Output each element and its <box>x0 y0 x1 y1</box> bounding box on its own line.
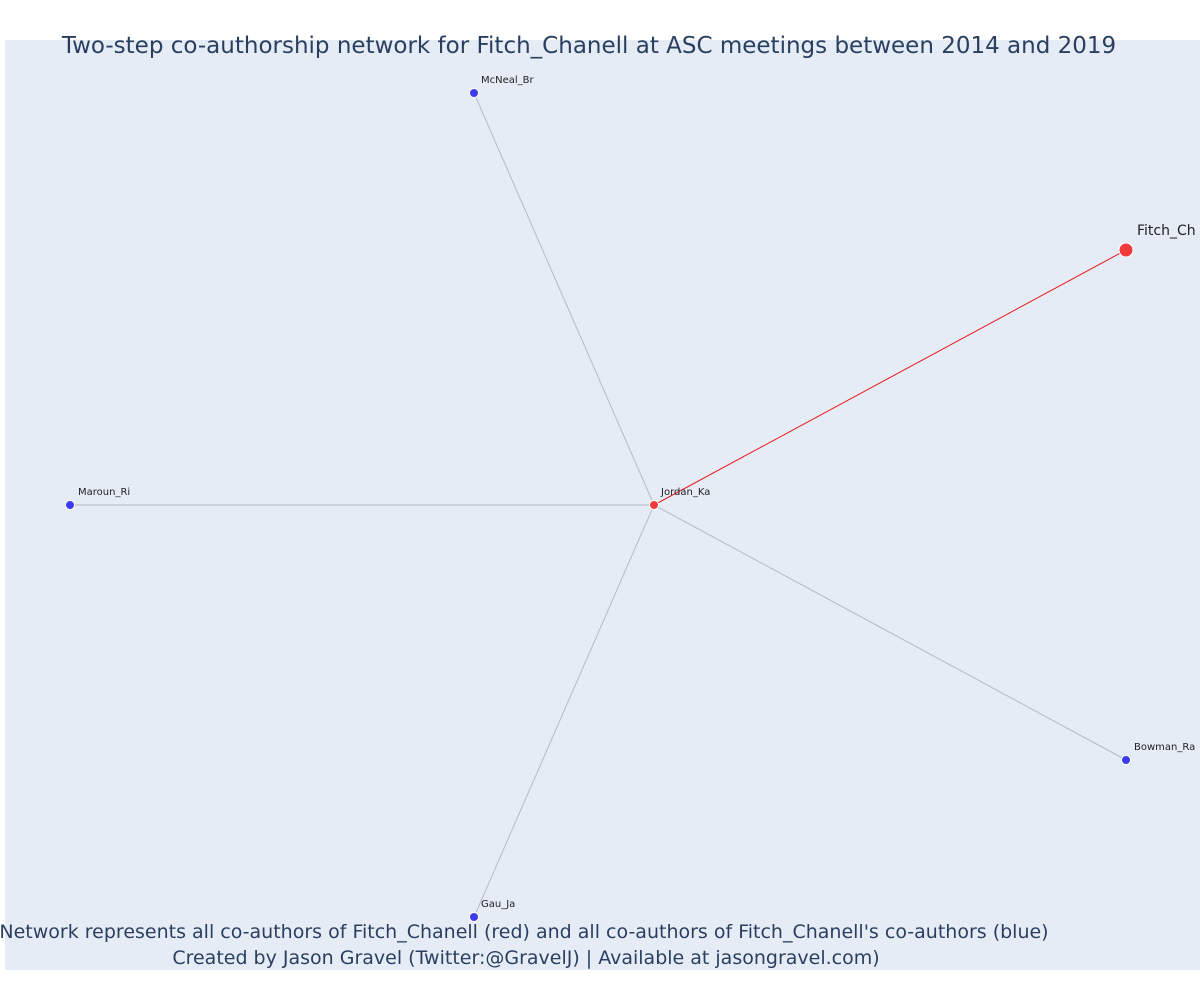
node-layer <box>65 88 1134 922</box>
caption-line-1: Network represents all co-authors of Fit… <box>0 921 1049 943</box>
node-bowman_ra[interactable] <box>1121 755 1131 765</box>
node-label-jordan_ka: Jordan_Ka <box>660 487 710 498</box>
caption-line-2: Created by Jason Gravel (Twitter:@Gravel… <box>172 947 879 969</box>
edge-fitch_ch-jordan_ka <box>653 249 1127 506</box>
node-fitch_ch[interactable] <box>1118 242 1134 258</box>
edge-layer <box>70 92 1127 918</box>
label-layer: Fitch_Ch Jordan_Ka McNeal_Br Maroun_Ri Gau_J… <box>78 75 1196 910</box>
chart-title: Two-step co-authorship network for Fitch… <box>61 33 1116 59</box>
node-maroun_ri[interactable] <box>65 500 75 510</box>
node-label-mcneal_br: McNeal_Br <box>481 75 535 86</box>
node-jordan_ka[interactable] <box>649 500 659 510</box>
edge-jordan_ka-gau_ja <box>473 504 655 918</box>
node-gau_ja[interactable] <box>469 912 479 922</box>
node-mcneal_br[interactable] <box>469 88 479 98</box>
node-label-maroun_ri: Maroun_Ri <box>78 487 130 498</box>
node-label-gau_ja: Gau_Ja <box>481 899 515 910</box>
node-label-fitch_ch: Fitch_Ch <box>1137 223 1196 239</box>
edge-jordan_ka-mcneal_br <box>473 92 655 506</box>
edge-jordan_ka-bowman_ra <box>653 504 1127 761</box>
node-label-bowman_ra: Bowman_Ra <box>1134 742 1195 753</box>
